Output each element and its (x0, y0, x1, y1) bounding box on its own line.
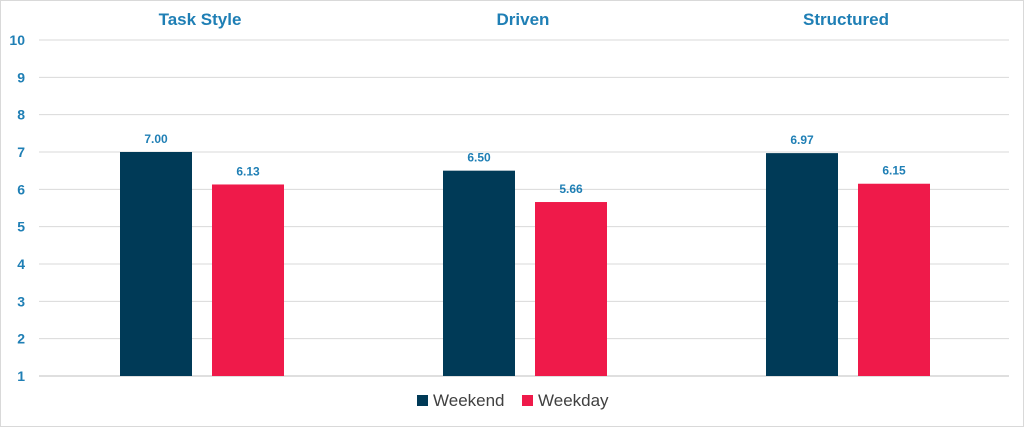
legend-swatch-weekend (417, 395, 428, 406)
y-tick-label: 2 (17, 331, 25, 347)
bar-weekday (212, 184, 284, 376)
bar-weekend (443, 170, 515, 376)
bar-weekday (535, 202, 607, 376)
data-label: 6.13 (236, 164, 260, 178)
data-label: 7.00 (144, 132, 168, 146)
y-tick-label: 5 (17, 219, 25, 235)
data-label: 5.66 (559, 182, 583, 196)
y-tick-label: 7 (17, 144, 25, 160)
bar-weekend (120, 152, 192, 376)
data-label: 6.50 (467, 151, 491, 165)
y-tick-label: 10 (9, 32, 25, 48)
legend-swatch-weekday (522, 395, 533, 406)
category-title: Task Style (159, 10, 242, 29)
category-title: Driven (497, 10, 550, 29)
y-tick-label: 8 (17, 107, 25, 123)
y-tick-label: 1 (17, 368, 25, 384)
y-tick-label: 4 (17, 256, 25, 272)
legend-label-weekday: Weekday (538, 391, 609, 410)
data-label: 6.97 (790, 133, 814, 147)
y-tick-label: 9 (17, 69, 25, 85)
y-tick-label: 6 (17, 181, 25, 197)
bar-weekday (858, 183, 930, 376)
legend-label-weekend: Weekend (433, 391, 505, 410)
y-tick-label: 3 (17, 293, 25, 309)
bar-weekend (766, 153, 838, 376)
data-label: 6.15 (882, 164, 906, 178)
category-title: Structured (803, 10, 889, 29)
